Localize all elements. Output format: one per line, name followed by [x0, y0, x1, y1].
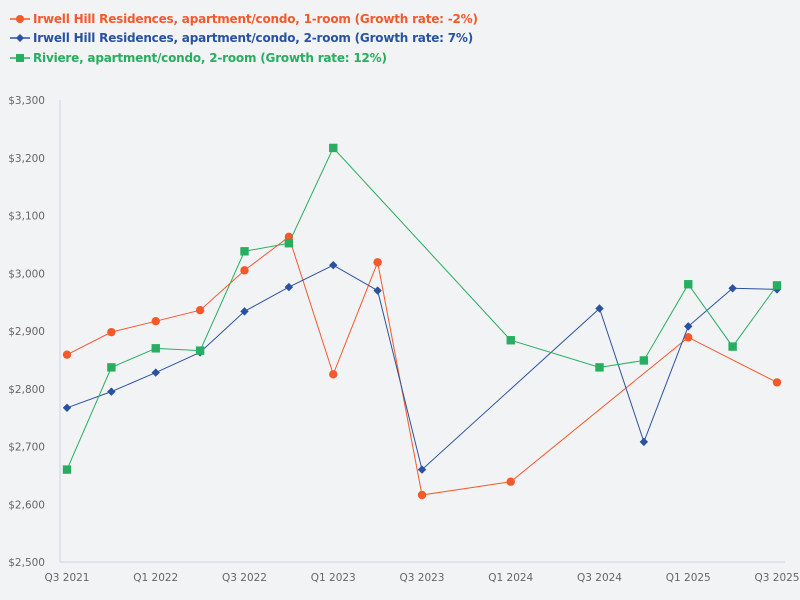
data-point[interactable] — [151, 344, 160, 353]
data-point[interactable] — [373, 258, 382, 267]
x-tick-label: Q1 2025 — [666, 572, 711, 584]
data-point[interactable] — [772, 378, 782, 387]
y-tick-label: $2,500 — [8, 557, 45, 569]
data-point[interactable] — [107, 363, 116, 372]
data-point[interactable] — [728, 342, 737, 351]
data-point[interactable] — [329, 370, 338, 379]
data-point[interactable] — [639, 437, 649, 447]
y-axis: $2,500 $2,600 $2,700 $2,800 $2,900 $3,000 $3,1… — [8, 95, 61, 569]
data-point[interactable] — [284, 239, 294, 248]
square-marker-icon — [10, 53, 30, 62]
data-point[interactable] — [329, 260, 338, 270]
legend-item-irwell-1room[interactable]: Irwell Hill Residences, apartment/condo,… — [10, 9, 478, 29]
data-point[interactable] — [240, 247, 249, 256]
x-axis: Q3 2021 Q1 2022 Q3 2022 Q1 2023 Q3 2023 Q1 20… — [44, 561, 800, 584]
x-tick-label: Q3 2022 — [222, 572, 267, 584]
data-point[interactable] — [728, 284, 737, 293]
y-tick-label: $2,800 — [8, 384, 45, 396]
legend-label: Irwell Hill Residences, apartment/condo,… — [33, 11, 478, 26]
series-square — [62, 143, 782, 474]
data-point[interactable] — [240, 266, 249, 275]
data-point[interactable] — [417, 490, 427, 500]
x-tick-label: Q1 2022 — [133, 572, 178, 584]
data-point[interactable] — [284, 282, 294, 292]
legend-label: Irwell Hill Residences, apartment/condo,… — [33, 31, 474, 46]
data-point[interactable] — [684, 333, 693, 342]
x-tick-label: Q1 2024 — [488, 572, 533, 584]
data-point[interactable] — [639, 356, 649, 365]
data-point[interactable] — [107, 387, 116, 396]
data-point[interactable] — [62, 350, 72, 359]
data-point[interactable] — [417, 465, 427, 474]
data-point[interactable] — [772, 281, 782, 290]
y-tick-label: $3,100 — [8, 211, 45, 223]
data-point[interactable] — [195, 346, 205, 355]
data-point[interactable] — [329, 143, 338, 153]
data-point[interactable] — [595, 304, 604, 313]
data-point[interactable] — [62, 465, 72, 474]
x-tick-label: Q1 2023 — [311, 572, 356, 584]
data-point[interactable] — [240, 307, 249, 316]
legend-item-riviere-2room[interactable]: Riviere, apartment/condo, 2-room (Growth… — [10, 48, 478, 68]
y-tick-label: $3,200 — [8, 153, 45, 165]
data-point[interactable] — [684, 322, 693, 331]
data-point[interactable] — [151, 368, 160, 377]
y-tick-label: $2,600 — [8, 499, 45, 511]
data-point[interactable] — [107, 327, 116, 337]
y-tick-label: $3,000 — [8, 268, 45, 280]
data-point[interactable] — [151, 316, 160, 326]
x-tick-label: Q3 2024 — [577, 572, 622, 584]
data-point[interactable] — [506, 336, 515, 345]
data-point[interactable] — [684, 280, 693, 289]
data-point[interactable] — [506, 477, 515, 486]
series-diamond — [62, 260, 782, 474]
y-tick-label: $2,700 — [8, 442, 45, 454]
circle-marker-icon — [10, 14, 30, 23]
y-tick-label: $2,900 — [8, 326, 45, 338]
plot-area — [62, 143, 782, 500]
x-tick-label: Q3 2021 — [44, 572, 89, 584]
data-point[interactable] — [195, 306, 205, 315]
chart-legend: Irwell Hill Residences, apartment/condo,… — [10, 9, 478, 68]
data-point[interactable] — [62, 403, 72, 413]
legend-item-irwell-2room[interactable]: Irwell Hill Residences, apartment/condo,… — [10, 29, 478, 49]
legend-label: Riviere, apartment/condo, 2-room (Growth… — [33, 50, 387, 65]
x-tick-label: Q3 2023 — [399, 572, 444, 584]
x-tick-label: Q3 2025 — [754, 572, 799, 584]
diamond-marker-icon — [10, 34, 30, 43]
y-tick-label: $3,300 — [8, 95, 45, 107]
data-point[interactable] — [595, 363, 604, 372]
data-point[interactable] — [373, 286, 382, 295]
